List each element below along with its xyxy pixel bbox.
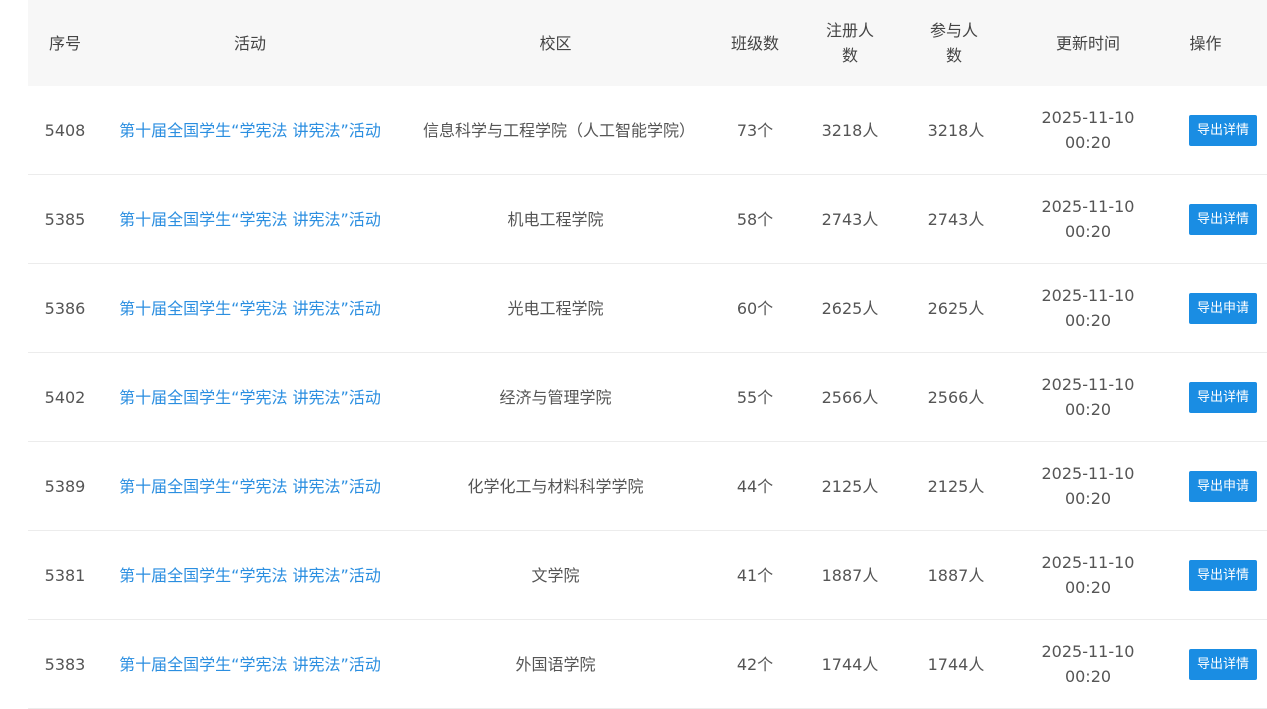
table-row: 5389 第十届全国学生“学宪法 讲宪法”活动 化学化工与材料科学学院 44个 … bbox=[28, 442, 1267, 531]
participant-count: 3218人 bbox=[927, 120, 985, 140]
registered-count: 1744人 bbox=[821, 654, 879, 674]
class-count: 42个 bbox=[736, 654, 774, 674]
header-registered: 注册人数 bbox=[825, 21, 874, 65]
updated-time: 2025-11-10 00:20 bbox=[1041, 108, 1135, 152]
campus-name: 光电工程学院 bbox=[507, 298, 604, 318]
header-participants: 参与人数 bbox=[929, 21, 978, 65]
participant-count: 1887人 bbox=[927, 565, 985, 585]
campus-name: 文学院 bbox=[531, 565, 580, 585]
class-count: 58个 bbox=[736, 209, 774, 229]
updated-time: 2025-11-10 00:20 bbox=[1041, 553, 1135, 597]
row-index: 5402 bbox=[44, 387, 86, 407]
row-index: 5389 bbox=[44, 476, 86, 496]
class-count: 44个 bbox=[736, 476, 774, 496]
table-row: 5385 第十届全国学生“学宪法 讲宪法”活动 机电工程学院 58个 2743人… bbox=[28, 175, 1267, 264]
row-index: 5385 bbox=[44, 209, 86, 229]
action-cell: 导出申请 bbox=[1168, 264, 1267, 352]
campus-name: 机电工程学院 bbox=[507, 209, 604, 229]
participant-count: 2743人 bbox=[927, 209, 985, 229]
class-count: 55个 bbox=[736, 387, 774, 407]
action-cell: 导出详情 bbox=[1168, 86, 1267, 174]
updated-time: 2025-11-10 00:20 bbox=[1041, 642, 1135, 686]
export-button[interactable]: 导出详情 bbox=[1189, 114, 1258, 146]
header-action: 操作 bbox=[1189, 33, 1222, 53]
registered-count: 2125人 bbox=[821, 476, 879, 496]
updated-time: 2025-11-10 00:20 bbox=[1041, 286, 1135, 330]
class-count: 41个 bbox=[736, 565, 774, 585]
updated-time: 2025-11-10 00:20 bbox=[1041, 464, 1135, 508]
registered-count: 2743人 bbox=[821, 209, 879, 229]
row-index: 5408 bbox=[44, 120, 86, 140]
header-index: 序号 bbox=[48, 33, 81, 53]
campus-name: 化学化工与材料科学学院 bbox=[467, 476, 644, 496]
table-row: 5381 第十届全国学生“学宪法 讲宪法”活动 文学院 41个 1887人 18… bbox=[28, 531, 1267, 620]
export-button[interactable]: 导出详情 bbox=[1189, 381, 1258, 413]
activity-link[interactable]: 第十届全国学生“学宪法 讲宪法”活动 bbox=[119, 476, 381, 496]
table-row: 5408 第十届全国学生“学宪法 讲宪法”活动 信息科学与工程学院（人工智能学院… bbox=[28, 86, 1267, 175]
header-activity: 活动 bbox=[233, 33, 266, 53]
registered-count: 2566人 bbox=[821, 387, 879, 407]
participant-count: 2125人 bbox=[927, 476, 985, 496]
export-button[interactable]: 导出申请 bbox=[1189, 470, 1258, 502]
activity-link[interactable]: 第十届全国学生“学宪法 讲宪法”活动 bbox=[119, 387, 381, 407]
participant-count: 2566人 bbox=[927, 387, 985, 407]
row-index: 5381 bbox=[44, 565, 86, 585]
participant-count: 2625人 bbox=[927, 298, 985, 318]
activity-link[interactable]: 第十届全国学生“学宪法 讲宪法”活动 bbox=[119, 209, 381, 229]
export-button[interactable]: 导出详情 bbox=[1189, 203, 1258, 235]
campus-name: 信息科学与工程学院（人工智能学院） bbox=[423, 120, 696, 140]
class-count: 60个 bbox=[736, 298, 774, 318]
activity-link[interactable]: 第十届全国学生“学宪法 讲宪法”活动 bbox=[119, 654, 381, 674]
action-cell: 导出详情 bbox=[1168, 531, 1267, 619]
header-updated: 更新时间 bbox=[1055, 33, 1120, 53]
row-index: 5386 bbox=[44, 298, 86, 318]
export-button[interactable]: 导出详情 bbox=[1189, 559, 1258, 591]
campus-name: 经济与管理学院 bbox=[499, 387, 612, 407]
campus-name: 外国语学院 bbox=[515, 654, 596, 674]
table-row: 5402 第十届全国学生“学宪法 讲宪法”活动 经济与管理学院 55个 2566… bbox=[28, 353, 1267, 442]
registered-count: 1887人 bbox=[821, 565, 879, 585]
action-cell: 导出详情 bbox=[1168, 353, 1267, 441]
class-count: 73个 bbox=[736, 120, 774, 140]
activity-link[interactable]: 第十届全国学生“学宪法 讲宪法”活动 bbox=[119, 120, 381, 140]
export-button[interactable]: 导出详情 bbox=[1189, 648, 1258, 680]
participant-count: 1744人 bbox=[927, 654, 985, 674]
row-index: 5383 bbox=[44, 654, 86, 674]
header-campus: 校区 bbox=[539, 33, 572, 53]
activity-link[interactable]: 第十届全国学生“学宪法 讲宪法”活动 bbox=[119, 298, 381, 318]
header-classes: 班级数 bbox=[731, 33, 780, 53]
action-cell: 导出详情 bbox=[1168, 620, 1267, 708]
registered-count: 3218人 bbox=[821, 120, 879, 140]
action-cell: 导出详情 bbox=[1168, 175, 1267, 263]
table-row: 5383 第十届全国学生“学宪法 讲宪法”活动 外国语学院 42个 1744人 … bbox=[28, 620, 1267, 709]
updated-time: 2025-11-10 00:20 bbox=[1041, 197, 1135, 241]
updated-time: 2025-11-10 00:20 bbox=[1041, 375, 1135, 419]
data-table: 序号 活动 校区 班级数 注册人数 参与人数 更新时间 操作 5408 第十届全… bbox=[28, 0, 1267, 709]
registered-count: 2625人 bbox=[821, 298, 879, 318]
activity-link[interactable]: 第十届全国学生“学宪法 讲宪法”活动 bbox=[119, 565, 381, 585]
action-cell: 导出申请 bbox=[1168, 442, 1267, 530]
export-button[interactable]: 导出申请 bbox=[1189, 292, 1258, 324]
table-row: 5386 第十届全国学生“学宪法 讲宪法”活动 光电工程学院 60个 2625人… bbox=[28, 264, 1267, 353]
table-header: 序号 活动 校区 班级数 注册人数 参与人数 更新时间 操作 bbox=[28, 0, 1267, 86]
